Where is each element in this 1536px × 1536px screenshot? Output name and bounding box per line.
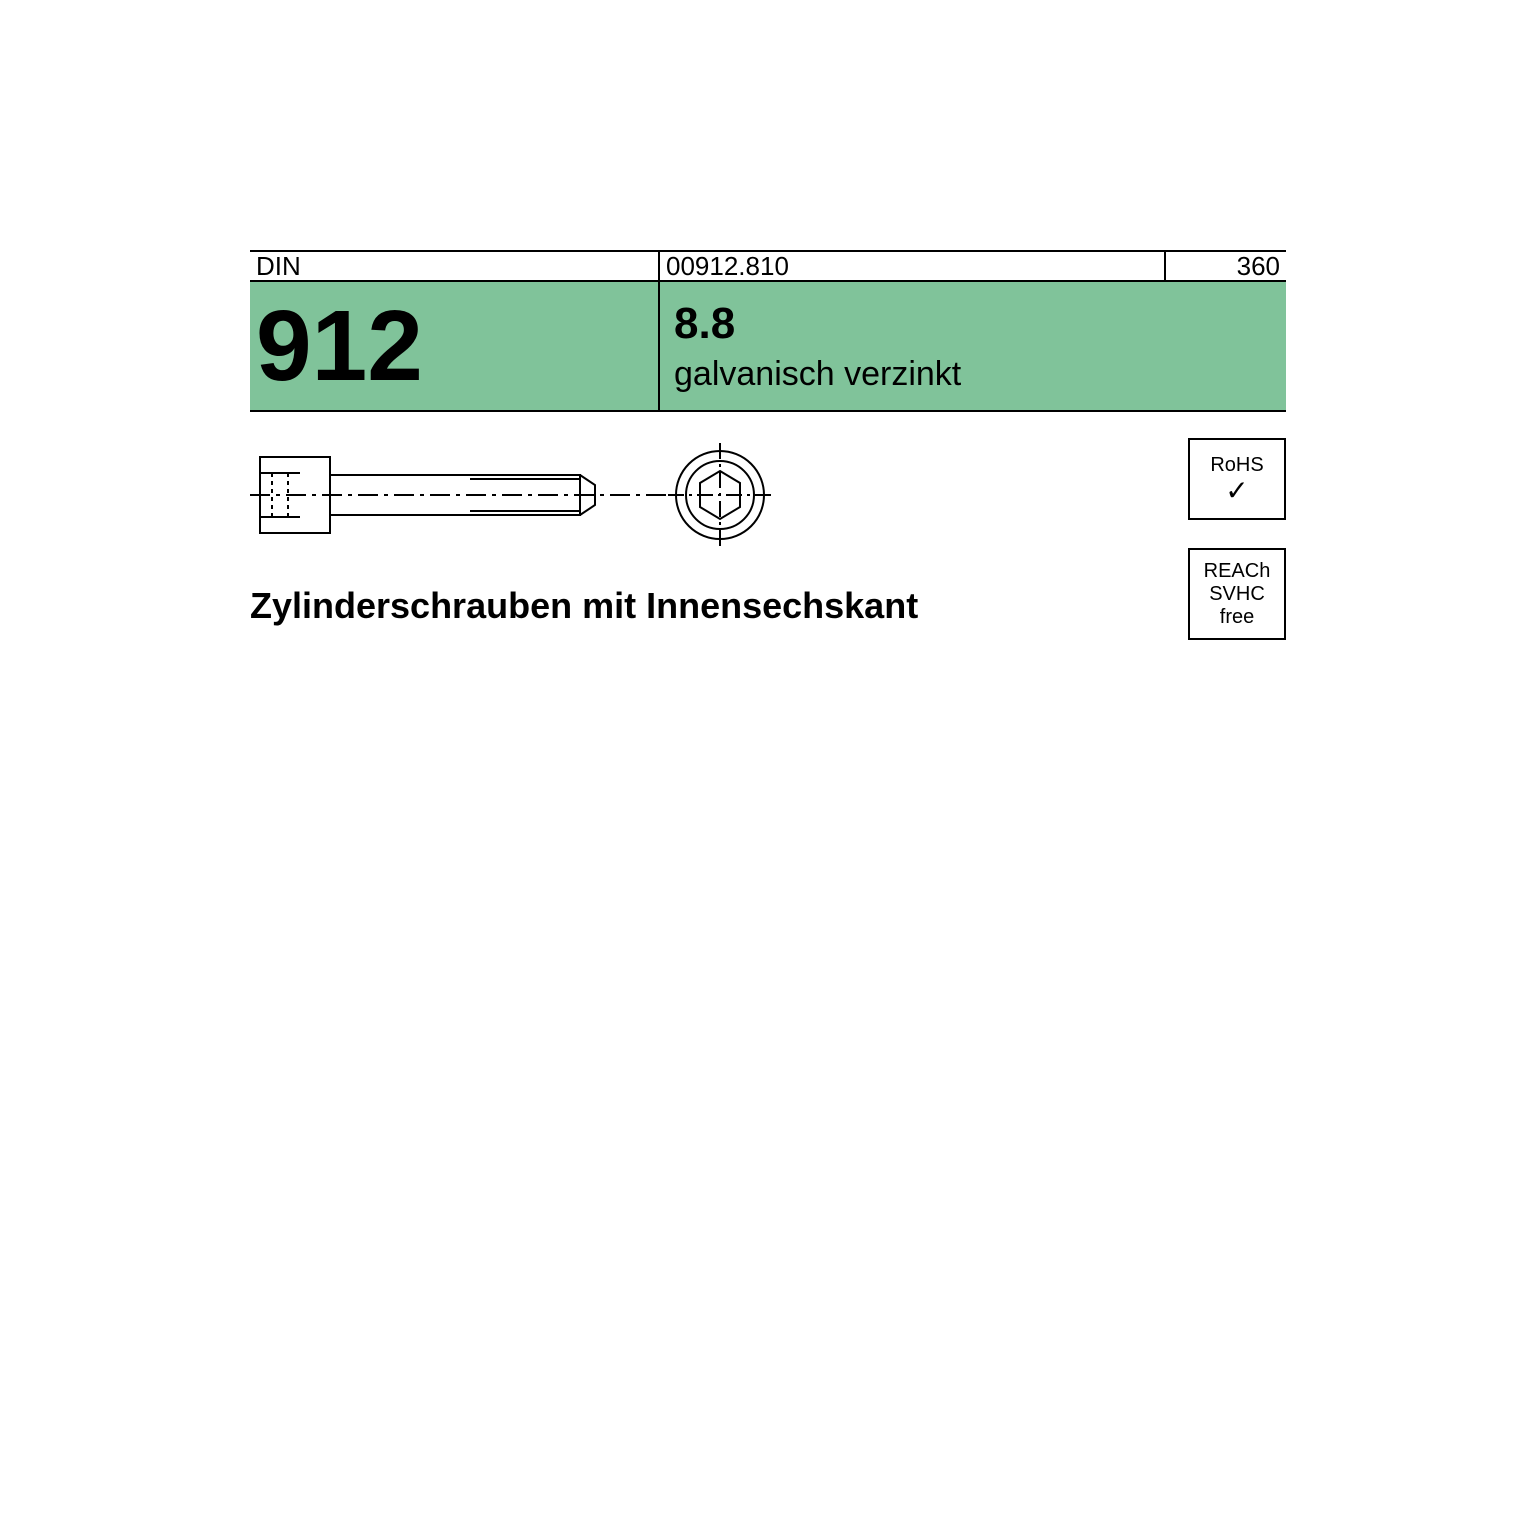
product-title: Zylinderschrauben mit Innensechskant [250,585,918,627]
rohs-badge: RoHS ✓ [1188,438,1286,520]
header-page-number: 360 [1166,252,1286,280]
reach-line3: free [1220,606,1254,629]
spec-finish: galvanisch verzinkt [674,355,1286,394]
reach-line1: REACh [1204,560,1271,583]
spec-standard-number: 912 [256,296,423,396]
reach-line2: SVHC [1209,583,1265,606]
bolt-drawing [250,435,810,555]
rohs-label: RoHS [1210,454,1263,477]
check-icon: ✓ [1225,477,1248,505]
datasheet-card: DIN 00912.810 360 912 8.8 galvanisch ver… [250,250,1286,1286]
reach-badge: REACh SVHC free [1188,548,1286,640]
spec-details-cell: 8.8 galvanisch verzinkt [660,282,1286,410]
spec-standard-number-cell: 912 [250,282,660,410]
header-standard-label: DIN [250,252,660,280]
header-document-number: 00912.810 [660,252,1166,280]
spec-band: 912 8.8 galvanisch verzinkt [250,282,1286,412]
header-row: DIN 00912.810 360 [250,250,1286,282]
spec-property-class: 8.8 [674,299,1286,349]
